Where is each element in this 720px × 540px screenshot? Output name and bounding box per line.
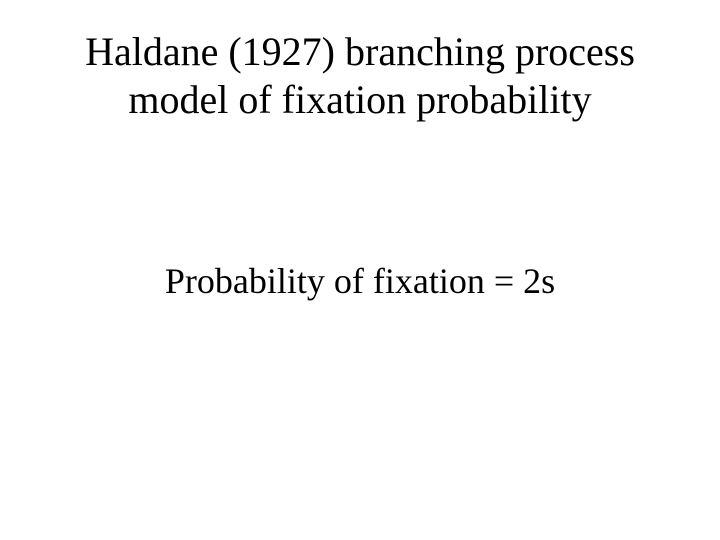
slide-title: Haldane (1927) branching process model o… bbox=[0, 28, 720, 124]
title-line-2: model of fixation probability bbox=[0, 76, 720, 124]
title-line-1: Haldane (1927) branching process bbox=[0, 28, 720, 76]
body-line-1: Probability of fixation = 2s bbox=[0, 260, 720, 303]
slide-body: Probability of fixation = 2s bbox=[0, 260, 720, 303]
